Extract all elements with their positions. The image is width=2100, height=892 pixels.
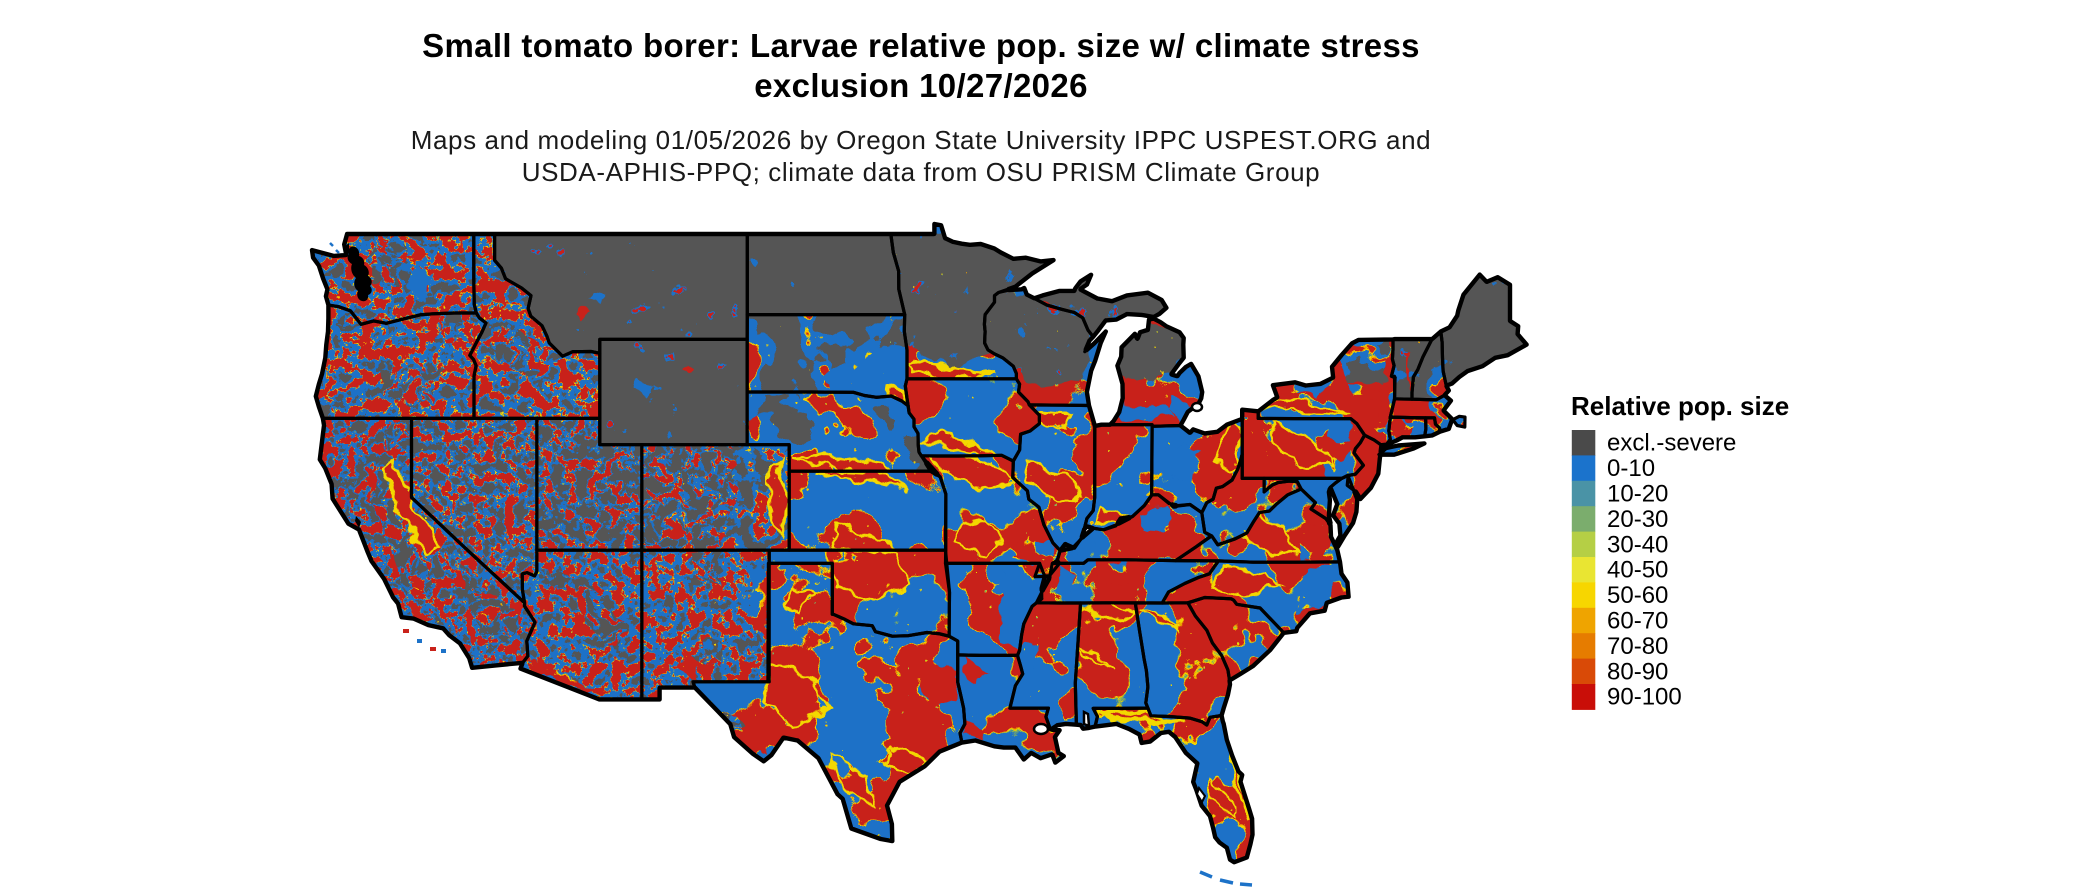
svg-text:70-80: 70-80	[1607, 633, 1668, 660]
svg-text:Relative pop. size: Relative pop. size	[1571, 391, 1789, 421]
svg-text:90-100: 90-100	[1607, 684, 1682, 711]
svg-text:exclusion 10/27/2026: exclusion 10/27/2026	[754, 67, 1088, 104]
svg-text:40-50: 40-50	[1607, 557, 1668, 584]
svg-text:30-40: 30-40	[1607, 531, 1668, 558]
svg-text:USDA-APHIS-PPQ; climate data f: USDA-APHIS-PPQ; climate data from OSU PR…	[522, 157, 1321, 187]
svg-text:50-60: 50-60	[1607, 582, 1668, 609]
svg-text:60-70: 60-70	[1607, 608, 1668, 635]
svg-text:20-30: 20-30	[1607, 506, 1668, 533]
svg-text:Small tomato borer: Larvae rel: Small tomato borer: Larvae relative pop.…	[422, 27, 1420, 64]
svg-text:80-90: 80-90	[1607, 658, 1668, 685]
svg-text:Maps and modeling 01/05/2026 b: Maps and modeling 01/05/2026 by Oregon S…	[411, 125, 1432, 155]
svg-text:10-20: 10-20	[1607, 481, 1668, 508]
svg-text:0-10: 0-10	[1607, 455, 1655, 482]
svg-text:excl.-severe: excl.-severe	[1607, 430, 1736, 457]
